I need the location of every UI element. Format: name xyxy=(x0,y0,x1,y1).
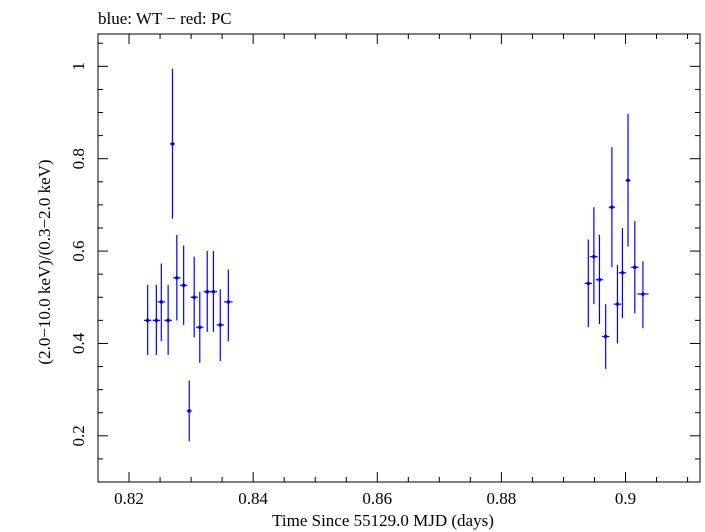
x-tick-label: 0.86 xyxy=(362,489,392,508)
point-marker xyxy=(633,265,637,270)
data-point xyxy=(590,207,598,305)
x-tick-label: 0.84 xyxy=(238,489,268,508)
data-point xyxy=(186,380,192,442)
chart-title: blue: WT − red: PC xyxy=(98,9,232,28)
point-marker xyxy=(159,300,164,304)
data-point xyxy=(157,263,166,342)
data-point xyxy=(173,234,181,321)
point-marker xyxy=(187,409,192,413)
point-marker xyxy=(610,205,614,209)
point-marker xyxy=(597,277,602,282)
point-marker xyxy=(205,289,210,294)
data-point xyxy=(203,251,211,332)
data-points xyxy=(143,68,649,442)
point-marker xyxy=(211,289,216,294)
y-axis-label: (2.0−10.0 keV)/(0.3−2.0 keV) xyxy=(35,159,54,364)
point-marker xyxy=(175,276,179,280)
data-point xyxy=(618,227,627,319)
data-point xyxy=(595,234,604,325)
data-point xyxy=(164,284,172,355)
data-point xyxy=(169,68,175,219)
point-marker xyxy=(192,295,196,300)
data-point xyxy=(196,291,204,363)
x-tick-label: 0.88 xyxy=(487,489,517,508)
data-point xyxy=(631,221,639,314)
point-marker xyxy=(218,323,223,327)
data-point xyxy=(223,269,233,342)
point-marker xyxy=(586,281,591,286)
y-tick-label: 0.4 xyxy=(69,332,88,354)
point-marker xyxy=(154,318,159,323)
data-point xyxy=(216,289,224,361)
axis-tick-labels: 0.82 0.84 0.86 0.88 0.9 0.2 0.4 0.6 0.8 1 xyxy=(69,62,636,508)
data-point xyxy=(625,113,631,247)
point-marker xyxy=(226,300,231,304)
data-point xyxy=(608,147,615,268)
plot-frame xyxy=(97,33,701,483)
point-marker xyxy=(603,334,608,339)
point-marker xyxy=(620,270,625,275)
data-point xyxy=(613,264,622,344)
point-marker xyxy=(145,318,150,323)
point-marker xyxy=(641,292,645,296)
data-point xyxy=(179,245,188,325)
y-tick-label: 1 xyxy=(69,62,88,71)
data-point xyxy=(637,261,649,329)
x-axis-label: Time Since 55129.0 MJD (days) xyxy=(272,511,494,530)
data-point xyxy=(601,304,610,369)
y-tick-label: 0.2 xyxy=(69,425,88,446)
data-point xyxy=(584,239,593,328)
point-marker xyxy=(166,318,170,323)
point-marker xyxy=(615,302,620,306)
point-marker xyxy=(170,142,175,146)
data-point xyxy=(190,256,198,338)
y-tick-label: 0.6 xyxy=(69,240,88,261)
point-marker xyxy=(626,178,630,183)
data-point xyxy=(152,284,161,355)
data-point xyxy=(143,284,152,355)
axis-ticks xyxy=(97,34,700,482)
y-tick-label: 0.8 xyxy=(69,148,88,169)
x-tick-label: 0.82 xyxy=(114,489,144,508)
point-marker xyxy=(181,283,186,288)
point-marker xyxy=(592,254,596,259)
point-marker xyxy=(197,325,202,330)
x-tick-label: 0.9 xyxy=(615,489,636,508)
data-point xyxy=(209,251,218,332)
